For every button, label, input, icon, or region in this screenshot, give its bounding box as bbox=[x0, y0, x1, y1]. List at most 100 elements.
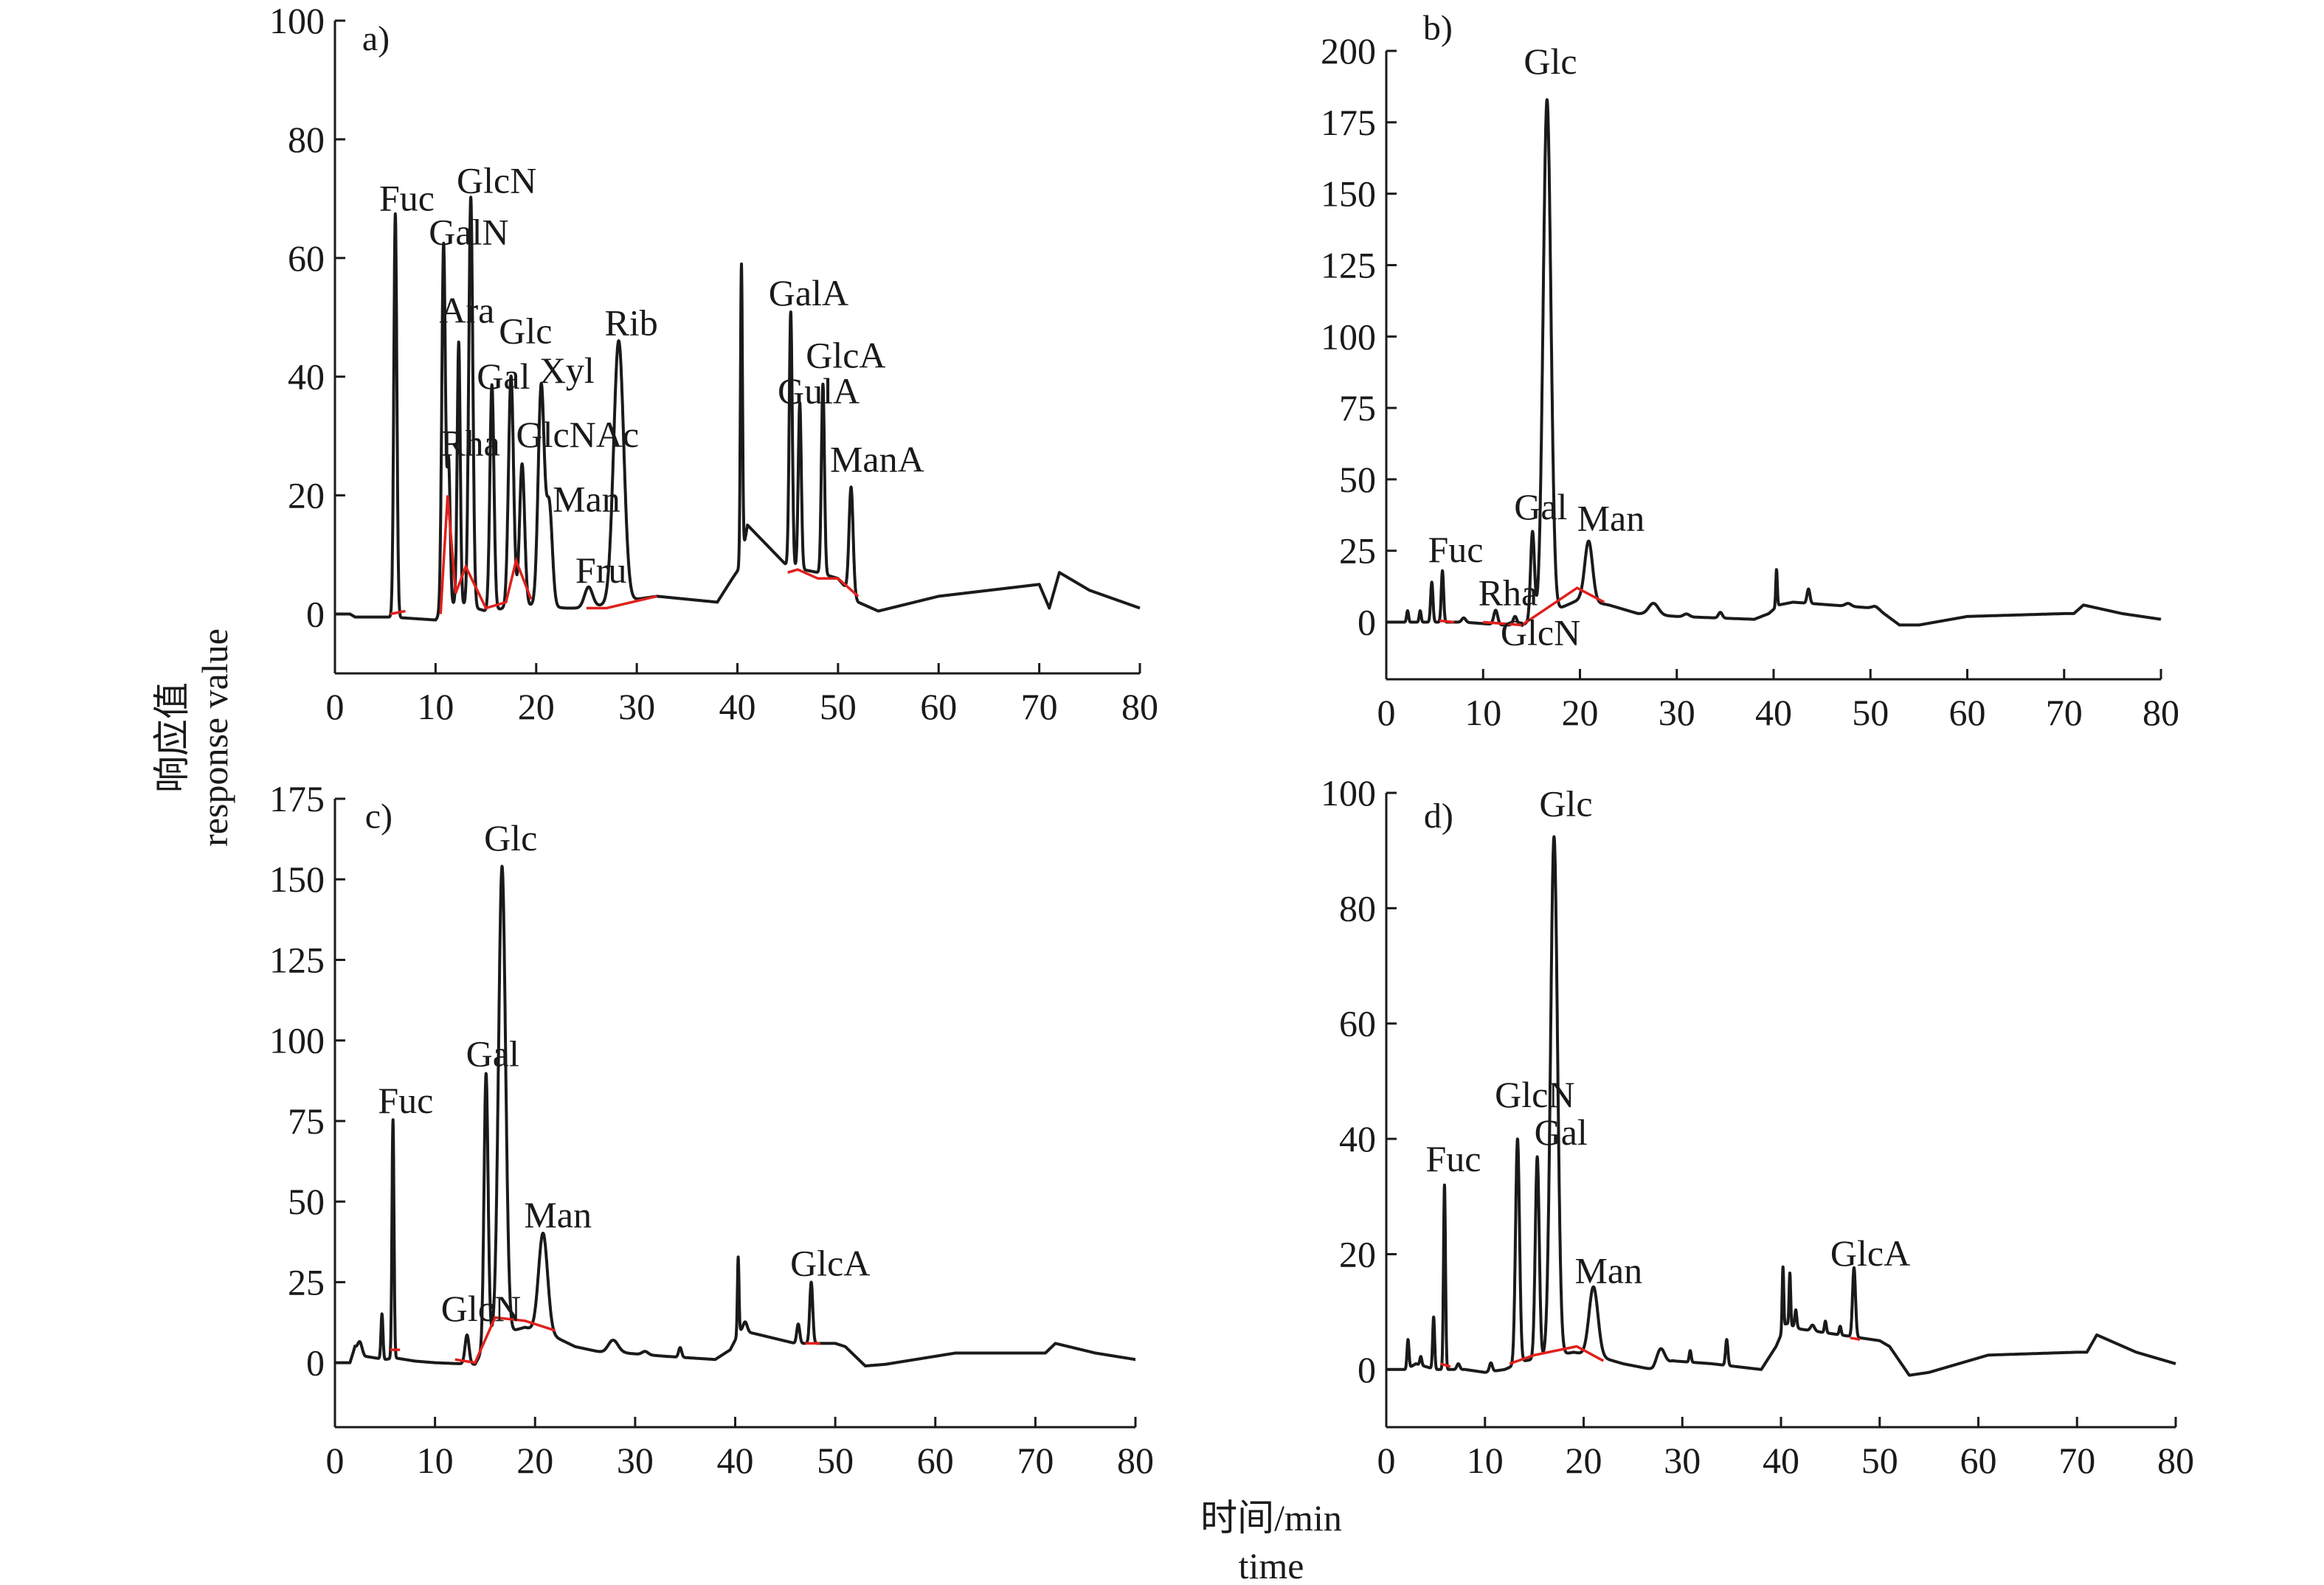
integration-baseline bbox=[1439, 619, 1455, 624]
peak-label-galn: GalN bbox=[429, 212, 508, 253]
peak-label-glc: Glc bbox=[499, 311, 552, 352]
integration-baseline bbox=[1483, 586, 1605, 627]
y-tick-label: 40 bbox=[288, 356, 325, 398]
x-tick-label: 20 bbox=[1562, 692, 1599, 733]
y-tick-label: 0 bbox=[306, 594, 325, 635]
peak-label-fuc: Fuc bbox=[378, 1080, 433, 1121]
chromatogram-trace bbox=[1385, 835, 2177, 1377]
x-tick-label: 60 bbox=[920, 686, 957, 727]
x-tick-label: 30 bbox=[617, 1440, 654, 1481]
peak-label-rib: Rib bbox=[604, 302, 657, 343]
y-tick-label: 0 bbox=[306, 1342, 325, 1384]
y-tick-label: 200 bbox=[1321, 30, 1376, 72]
y-tick-label: 125 bbox=[1321, 244, 1376, 285]
peak-label-gala: GalA bbox=[769, 272, 848, 313]
x-tick-label: 30 bbox=[618, 686, 655, 727]
peak-label-rha: Rha bbox=[1479, 572, 1538, 613]
x-tick-label: 50 bbox=[820, 686, 857, 727]
peak-label-glca: GlcA bbox=[1830, 1232, 1910, 1274]
y-tick-label: 60 bbox=[288, 237, 325, 279]
x-tick-label: 70 bbox=[2058, 1440, 2095, 1481]
y-tick-label: 50 bbox=[288, 1181, 325, 1222]
peak-label-man: Man bbox=[1577, 498, 1645, 539]
x-tick-label: 50 bbox=[1852, 692, 1889, 733]
x-tick-label: 80 bbox=[2143, 692, 2179, 733]
panel-label: d) bbox=[1424, 797, 1453, 836]
x-tick-label: 60 bbox=[1960, 1440, 1997, 1481]
y-tick-label: 100 bbox=[269, 1020, 325, 1061]
peak-label-gal: Gal bbox=[466, 1033, 519, 1075]
chromatogram-trace bbox=[1385, 98, 2162, 627]
x-tick-label: 50 bbox=[1861, 1440, 1898, 1481]
peak-label-glcn: GlcN bbox=[1495, 1074, 1574, 1115]
x-axis-title-en: time bbox=[1239, 1545, 1304, 1585]
y-axis-title-cn: 响应值 bbox=[151, 682, 193, 793]
peak-label-glc: Glc bbox=[1524, 41, 1577, 82]
y-tick-label: 100 bbox=[1321, 772, 1376, 814]
peak-label-ara: Ara bbox=[439, 290, 494, 331]
x-tick-label: 70 bbox=[1017, 1440, 1054, 1481]
peak-label-glc: Glc bbox=[1539, 783, 1592, 824]
y-tick-label: 25 bbox=[1339, 530, 1376, 572]
x-tick-label: 70 bbox=[1021, 686, 1058, 727]
x-tick-label: 50 bbox=[817, 1440, 854, 1481]
y-tick-label: 75 bbox=[288, 1100, 325, 1142]
x-tick-label: 10 bbox=[1464, 692, 1501, 733]
peak-label-man: Man bbox=[1574, 1250, 1642, 1291]
peak-label-glca: GlcA bbox=[790, 1243, 870, 1284]
x-tick-label: 10 bbox=[1467, 1440, 1504, 1481]
panel-label: c) bbox=[365, 797, 392, 836]
peak-label-fuc: Fuc bbox=[1426, 1138, 1481, 1179]
x-tick-label: 20 bbox=[518, 686, 555, 727]
x-tick-label: 20 bbox=[1566, 1440, 1602, 1481]
x-tick-label: 0 bbox=[326, 686, 345, 727]
x-tick-label: 60 bbox=[917, 1440, 954, 1481]
peak-label-gal: Gal bbox=[1535, 1111, 1588, 1153]
x-tick-label: 80 bbox=[2157, 1440, 2194, 1481]
peak-label-fuc: Fuc bbox=[379, 177, 435, 218]
y-axis-title: 响应值 response value bbox=[151, 628, 235, 847]
y-tick-label: 25 bbox=[288, 1261, 325, 1303]
peak-label-gal: Gal bbox=[477, 356, 530, 397]
y-tick-label: 75 bbox=[1339, 387, 1376, 429]
integration-baseline bbox=[1509, 1345, 1605, 1365]
y-tick-label: 150 bbox=[1321, 173, 1376, 215]
x-tick-label: 0 bbox=[326, 1440, 345, 1481]
y-tick-label: 100 bbox=[1321, 316, 1376, 357]
peak-label-mana: ManA bbox=[830, 438, 924, 479]
peak-label-glcn: GlcN bbox=[1501, 612, 1580, 653]
peak-label-rha: Rha bbox=[440, 423, 500, 464]
y-tick-label: 80 bbox=[1339, 887, 1376, 929]
x-tick-label: 0 bbox=[1377, 692, 1396, 733]
x-tick-label: 60 bbox=[1949, 692, 1986, 733]
x-tick-label: 10 bbox=[417, 686, 454, 727]
integration-baseline bbox=[390, 609, 406, 616]
x-tick-label: 0 bbox=[1377, 1440, 1396, 1481]
x-tick-label: 40 bbox=[1763, 1440, 1799, 1481]
integration-baseline bbox=[1850, 1336, 1861, 1341]
integration-baseline bbox=[787, 568, 860, 597]
peak-label-man: Man bbox=[524, 1194, 592, 1235]
y-tick-label: 20 bbox=[1339, 1233, 1376, 1274]
x-tick-label: 30 bbox=[1659, 692, 1695, 733]
peak-label-xyl: Xyl bbox=[539, 350, 595, 391]
x-tick-label: 80 bbox=[1121, 686, 1158, 727]
chromatogram-trace bbox=[333, 195, 1141, 622]
peak-label-glc: Glc bbox=[484, 817, 537, 859]
x-tick-label: 30 bbox=[1664, 1440, 1701, 1481]
x-tick-label: 20 bbox=[516, 1440, 553, 1481]
y-tick-label: 50 bbox=[1339, 459, 1376, 500]
x-tick-label: 40 bbox=[717, 1440, 754, 1481]
x-tick-label: 40 bbox=[719, 686, 756, 727]
x-tick-label: 70 bbox=[2046, 692, 2083, 733]
panel-c: 0 25 50 75 100 125 150 175 0 10 20 30 40 50 60 70 80 Glc G… bbox=[269, 778, 1154, 1481]
chromatogram-trace bbox=[333, 864, 1137, 1367]
x-tick-label: 80 bbox=[1117, 1440, 1154, 1481]
peak-label-glca: GlcA bbox=[806, 335, 885, 376]
peak-label-gal: Gal bbox=[1514, 486, 1567, 527]
y-tick-label: 175 bbox=[269, 778, 325, 819]
